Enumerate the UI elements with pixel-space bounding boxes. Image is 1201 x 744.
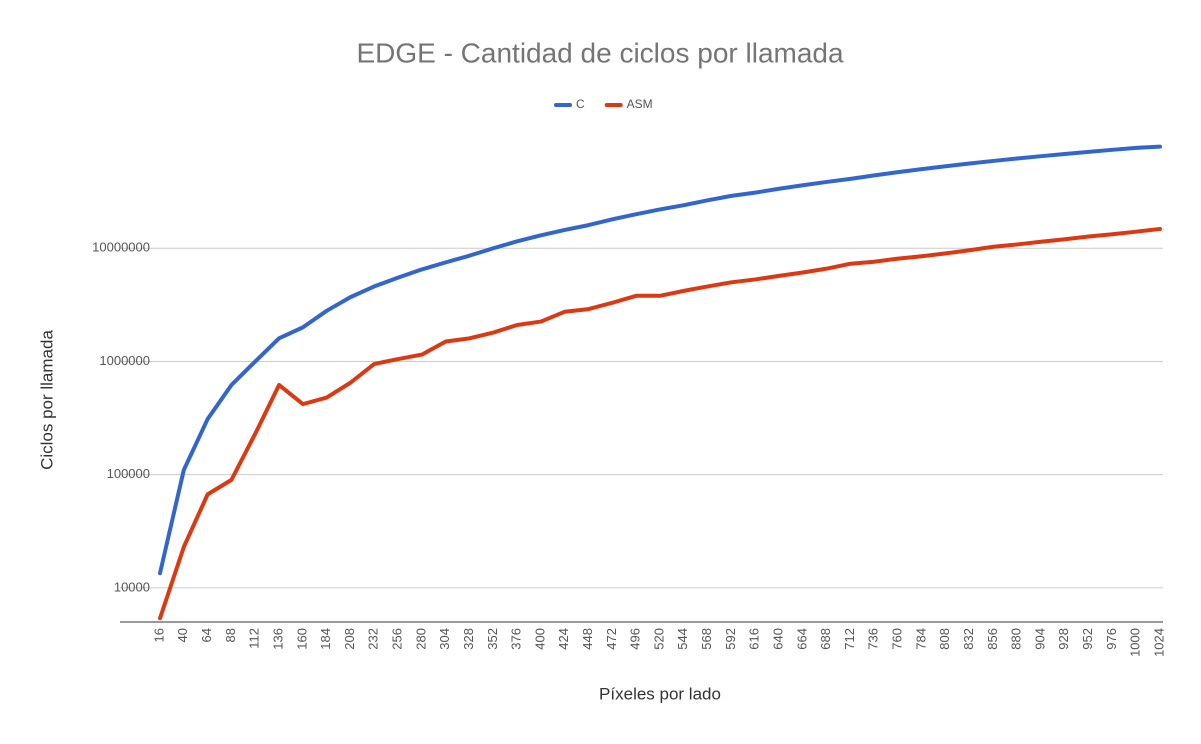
- x-tick-label: 568: [699, 628, 714, 650]
- y-tick-label: 10000000: [92, 240, 150, 255]
- x-tick-label: 784: [913, 628, 928, 650]
- x-tick-label: 328: [461, 628, 476, 650]
- x-tick-label: 208: [342, 628, 357, 650]
- x-tick-label: 40: [175, 628, 190, 642]
- x-tick-label: 496: [628, 628, 643, 650]
- x-tick-label: 448: [580, 628, 595, 650]
- x-tick-label: 376: [509, 628, 524, 650]
- y-tick-label: 1000000: [99, 353, 150, 368]
- y-tick-label: 10000: [114, 579, 150, 594]
- x-tick-label: 1024: [1151, 628, 1166, 657]
- x-tick-label: 928: [1056, 628, 1071, 650]
- x-tick-label: 472: [604, 628, 619, 650]
- x-tick-label: 232: [366, 628, 381, 650]
- x-tick-label: 640: [770, 628, 785, 650]
- x-tick-label: 88: [223, 628, 238, 642]
- x-tick-label: 280: [413, 628, 428, 650]
- chart-title: EDGE - Cantidad de ciclos por llamada: [356, 37, 844, 68]
- x-tick-label: 736: [866, 628, 881, 650]
- x-tick-label: 136: [270, 628, 285, 650]
- x-axis-title: Píxeles por lado: [599, 684, 721, 703]
- x-tick-label: 304: [437, 628, 452, 650]
- x-tick-label: 184: [318, 628, 333, 650]
- x-tick-label: 400: [532, 628, 547, 650]
- x-tick-label: 112: [247, 628, 262, 649]
- x-tick-label: 712: [842, 628, 857, 650]
- x-tick-label: 832: [961, 628, 976, 650]
- x-tick-label: 664: [794, 628, 809, 650]
- x-tick-label: 952: [1080, 628, 1095, 650]
- x-tick-label: 16: [151, 628, 166, 642]
- x-tick-label: 688: [818, 628, 833, 650]
- x-tick-label: 592: [723, 628, 738, 650]
- y-axis-title: Ciclos por llamada: [37, 330, 56, 470]
- y-tick-label: 100000: [107, 466, 150, 481]
- x-tick-label: 856: [985, 628, 1000, 650]
- x-tick-label: 64: [199, 628, 214, 642]
- x-tick-label: 160: [294, 628, 309, 650]
- x-tick-label: 760: [890, 628, 905, 650]
- x-tick-label: 1000: [1128, 628, 1143, 657]
- x-tick-label: 904: [1032, 628, 1047, 650]
- legend-label: C: [576, 97, 585, 111]
- line-series: [158, 144, 1162, 576]
- legend-label: ASM: [627, 97, 653, 111]
- x-tick-label: 808: [937, 628, 952, 650]
- x-tick-label: 880: [1009, 628, 1024, 650]
- x-tick-label: 520: [651, 628, 666, 650]
- x-tick-label: 256: [390, 628, 405, 650]
- x-tick-label: 616: [747, 628, 762, 650]
- x-tick-label: 976: [1104, 628, 1119, 650]
- x-tick-label: 424: [556, 628, 571, 650]
- x-tick-label: 544: [675, 628, 690, 650]
- x-tick-label: 352: [485, 628, 500, 650]
- line-series: [158, 226, 1162, 621]
